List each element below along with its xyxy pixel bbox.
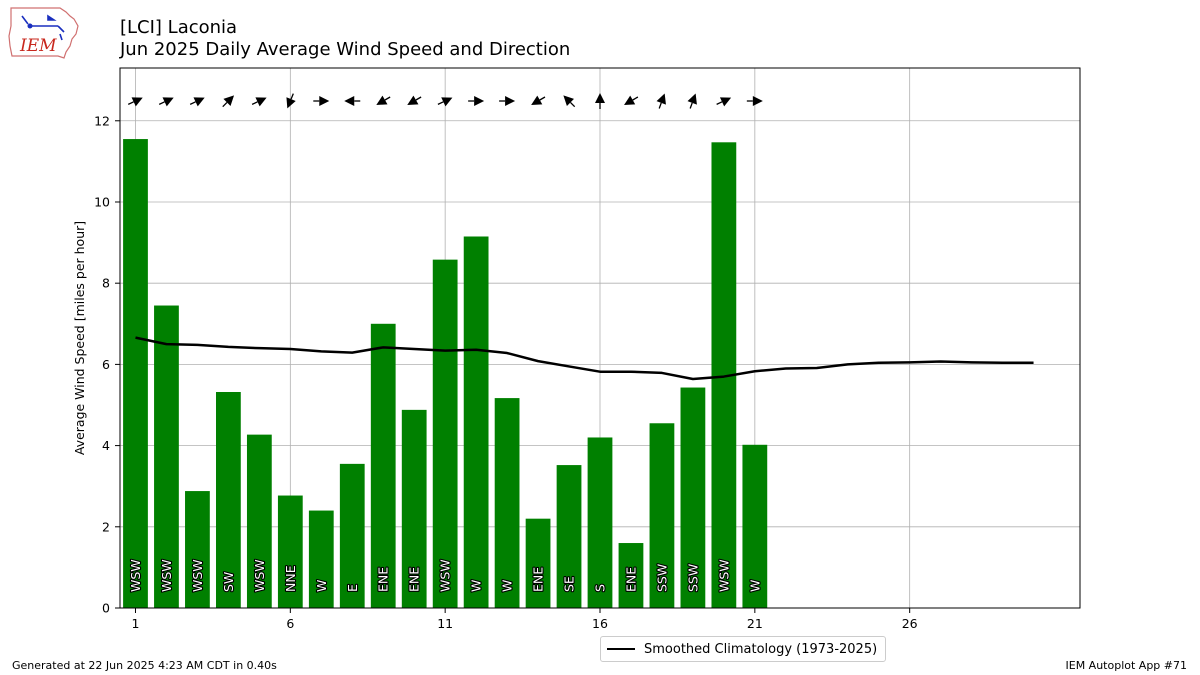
bar-day-21 — [742, 444, 768, 608]
direction-label: WSW — [159, 559, 174, 592]
x-tick-label: 16 — [592, 616, 608, 631]
wind-arrow-day-2 — [158, 97, 174, 107]
direction-label: SW — [221, 572, 236, 592]
direction-label: SSW — [685, 564, 700, 592]
wind-arrow-day-4 — [222, 95, 235, 108]
y-tick-label: 2 — [102, 519, 110, 534]
direction-labels: WSW WSW WSW SW WSW NNE W E ENE ENE WSW W W ENE SE S ENE S… — [127, 558, 764, 593]
wind-arrow-day-7 — [313, 96, 330, 106]
bar-day-10 — [401, 409, 427, 608]
direction-label: NNE — [283, 565, 298, 592]
x-tick-label: 1 — [132, 616, 140, 631]
iem-logo: IEM — [8, 7, 79, 59]
wind-arrow-day-10 — [407, 95, 422, 105]
footer-app: IEM Autoplot App #71 — [1065, 659, 1188, 672]
wind-arrow-day-20 — [716, 97, 732, 107]
x-ticks: 1 6 11 16 21 26 — [132, 608, 918, 631]
y-tick-label: 0 — [102, 601, 110, 616]
direction-label: W — [469, 580, 484, 592]
bar-day-12 — [463, 236, 489, 608]
bar-day-3 — [185, 491, 210, 608]
bar-day-14 — [525, 518, 551, 608]
direction-label: ENE — [623, 567, 638, 592]
direction-label: WSW — [438, 559, 453, 592]
x-tick-label: 21 — [747, 616, 763, 631]
wind-arrow-day-3 — [189, 97, 205, 107]
direction-label: WSW — [190, 559, 205, 592]
subtitle: Jun 2025 Daily Average Wind Speed and Di… — [120, 39, 571, 60]
bar-day-9 — [370, 323, 396, 608]
bar-day-6 — [277, 495, 303, 608]
legend: Smoothed Climatology (1973-2025) — [600, 636, 887, 662]
footer-generated: Generated at 22 Jun 2025 4:23 AM CDT in … — [12, 659, 277, 672]
bar-day-4 — [216, 392, 241, 608]
logo-station-dot — [27, 23, 33, 29]
direction-label: W — [747, 580, 762, 592]
wind-arrow-day-8 — [344, 96, 361, 106]
wind-arrow-day-14 — [531, 95, 546, 105]
y-tick-label: 6 — [102, 357, 110, 372]
wind-arrow-day-21 — [746, 96, 763, 106]
bars — [123, 139, 768, 609]
climatology-polyline — [135, 336, 1034, 381]
direction-label: ENE — [376, 567, 391, 592]
logo-wind-glyph — [21, 14, 65, 41]
direction-label: S — [593, 584, 608, 592]
bar-day-15 — [556, 465, 582, 608]
logo-text: IEM — [19, 36, 57, 56]
x-tick-label: 26 — [902, 616, 918, 631]
y-tick-label: 8 — [102, 276, 110, 291]
direction-label: W — [314, 580, 329, 592]
bar-day-8 — [339, 463, 365, 608]
bar-day-5 — [246, 434, 272, 608]
bar-day-16 — [587, 437, 613, 608]
title: [LCI] Laconia — [120, 17, 238, 38]
y-ticks: 0 2 4 6 8 10 12 — [94, 113, 120, 616]
wind-arrow-day-11 — [437, 97, 453, 107]
bar-day-18 — [649, 423, 675, 608]
bar-day-19 — [680, 387, 706, 608]
wind-arrow-day-15 — [563, 95, 576, 108]
climatology-line — [135, 336, 1034, 381]
wind-arrow-day-1 — [127, 97, 143, 107]
direction-label: E — [345, 584, 360, 592]
wind-arrow-day-12 — [468, 96, 485, 106]
x-tick-label: 6 — [286, 616, 294, 631]
y-axis-label: Average Wind Speed [miles per hour] — [72, 221, 87, 455]
bar-day-17 — [618, 543, 644, 608]
wind-arrow-day-18 — [656, 93, 666, 109]
direction-label: WSW — [128, 559, 143, 592]
direction-label: WSW — [716, 559, 731, 592]
wind-arrows — [127, 93, 763, 109]
wind-arrow-day-13 — [499, 96, 516, 106]
wind-arrow-day-19 — [687, 93, 697, 109]
wind-arrow-day-6 — [286, 93, 296, 109]
iowa-outline — [8, 7, 79, 59]
wind-arrow-day-17 — [624, 95, 639, 105]
bar-day-1 — [123, 139, 148, 609]
wind-arrow-day-9 — [376, 95, 391, 105]
y-tick-label: 10 — [94, 194, 110, 209]
x-tick-label: 11 — [437, 616, 453, 631]
bar-day-2 — [154, 305, 179, 608]
bar-day-13 — [494, 398, 520, 608]
direction-label: SSW — [654, 564, 669, 592]
y-tick-label: 4 — [102, 438, 110, 453]
direction-label: SE — [562, 576, 577, 592]
direction-label: WSW — [252, 559, 267, 592]
direction-label: ENE — [407, 567, 422, 592]
bar-day-11 — [432, 259, 458, 608]
bar-day-7 — [308, 510, 334, 608]
direction-label: W — [500, 580, 515, 592]
legend-label: Smoothed Climatology (1973-2025) — [644, 641, 878, 657]
wind-arrow-day-5 — [251, 97, 267, 107]
y-tick-label: 12 — [94, 113, 110, 128]
direction-label: ENE — [531, 567, 546, 592]
legend-line-swatch — [607, 648, 635, 650]
wind-arrow-day-16 — [595, 93, 605, 109]
